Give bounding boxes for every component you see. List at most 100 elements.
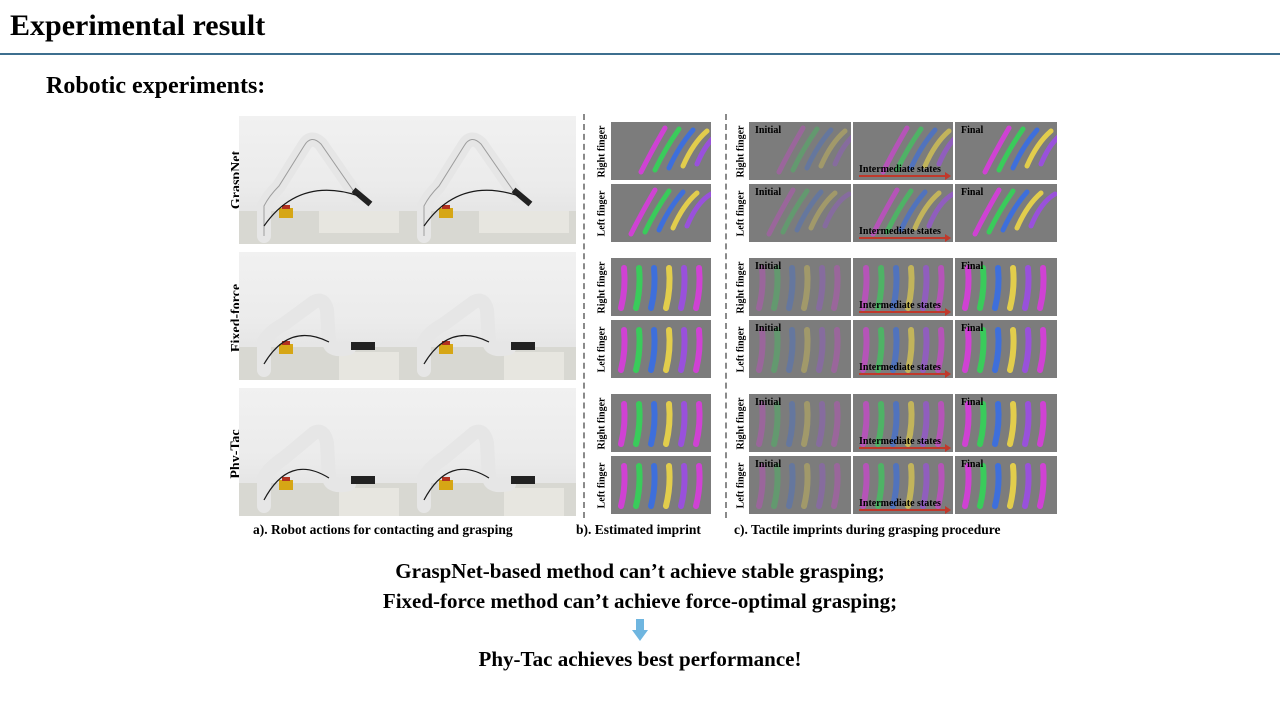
imprint-stripe bbox=[786, 265, 796, 311]
imprint-stripe bbox=[962, 401, 972, 447]
imprint-stripe bbox=[935, 265, 945, 311]
imprint-stripe bbox=[693, 401, 703, 447]
imprint-stripe bbox=[618, 327, 628, 373]
imprint-stripe bbox=[935, 463, 945, 509]
imprint-stripe bbox=[926, 191, 953, 229]
tile-label-final: Final bbox=[961, 187, 984, 198]
tile-label-final: Final bbox=[961, 397, 984, 408]
imprint-stripe bbox=[884, 188, 914, 235]
tactile-imprint-tile: Initial bbox=[749, 394, 851, 452]
imprint-stripe bbox=[786, 401, 796, 447]
imprint-stripe bbox=[648, 327, 658, 373]
imprint-stripe bbox=[977, 401, 987, 447]
imprint-stripe bbox=[618, 463, 628, 509]
imprint-stripe bbox=[831, 265, 841, 311]
imprint-stripe bbox=[804, 127, 834, 171]
imprint-stripe bbox=[912, 190, 942, 231]
imprint-stripe bbox=[801, 265, 811, 311]
finger-label-right: Right finger bbox=[596, 125, 608, 177]
imprint-stripes bbox=[756, 265, 841, 311]
tactile-imprint-tile: Intermediate states bbox=[853, 184, 953, 242]
imprint-stripe bbox=[648, 463, 658, 509]
imprint-stripes bbox=[638, 125, 711, 175]
caption-c: c). Tactile imprints during grasping pro… bbox=[734, 522, 1001, 537]
imprint-stripes bbox=[962, 327, 1047, 373]
intermediate-arrow-icon bbox=[859, 506, 951, 514]
tactile-imprint-tile: Final bbox=[955, 122, 1057, 180]
imprint-stripe bbox=[935, 401, 945, 447]
tile-label-intermediate: Intermediate states bbox=[859, 498, 941, 509]
imprint-stripe bbox=[766, 187, 796, 237]
imprint-stripe bbox=[794, 189, 824, 233]
imprint-stripe bbox=[652, 126, 682, 173]
imprint-stripe bbox=[875, 327, 885, 373]
tactile-imprint-tile bbox=[611, 456, 711, 514]
finger-label-left: Left finger bbox=[735, 190, 747, 236]
tactile-imprint-tile bbox=[611, 394, 711, 452]
imprint-stripe bbox=[890, 265, 900, 311]
imprint-stripe bbox=[860, 401, 870, 447]
tactile-imprint-tile bbox=[611, 258, 711, 316]
imprint-stripe bbox=[786, 463, 796, 509]
imprint-stripe bbox=[860, 463, 870, 509]
imprint-stripe bbox=[880, 125, 910, 175]
down-arrow-icon bbox=[632, 619, 648, 641]
tactile-imprint-tile: Initial bbox=[749, 184, 851, 242]
imprint-stripe bbox=[648, 401, 658, 447]
robot-photo-graspnet bbox=[239, 116, 576, 244]
imprint-stripe bbox=[1038, 134, 1057, 167]
imprint-stripe bbox=[890, 463, 900, 509]
separator-a-b bbox=[583, 114, 585, 518]
imprint-stripe bbox=[905, 327, 915, 373]
imprint-stripe bbox=[890, 327, 900, 373]
imprint-stripes bbox=[756, 463, 841, 509]
imprint-stripe bbox=[1022, 401, 1032, 447]
tactile-imprint-tile: Intermediate states bbox=[853, 456, 953, 514]
imprint-stripe bbox=[920, 327, 930, 373]
imprint-stripe bbox=[977, 327, 987, 373]
intermediate-arrow-icon bbox=[859, 308, 951, 316]
imprint-stripe bbox=[831, 401, 841, 447]
imprint-stripe bbox=[663, 327, 673, 373]
imprint-stripes bbox=[860, 463, 945, 509]
imprint-stripe bbox=[666, 127, 696, 171]
intermediate-arrow-icon bbox=[859, 172, 951, 180]
tile-label-initial: Initial bbox=[755, 125, 782, 136]
imprint-stripe bbox=[894, 126, 924, 173]
intermediate-arrow-icon bbox=[859, 234, 951, 242]
tactile-imprint-tile: Final bbox=[955, 258, 1057, 316]
finger-label-right: Right finger bbox=[735, 125, 747, 177]
tactile-imprint-tile: Initial bbox=[749, 258, 851, 316]
imprint-stripe bbox=[822, 191, 851, 229]
experiment-figure: GraspNet Fixed-force Phy-Tac bbox=[229, 114, 1062, 537]
imprint-stripe bbox=[935, 327, 945, 373]
imprint-stripe bbox=[790, 126, 820, 173]
imprint-stripe bbox=[801, 401, 811, 447]
imprint-stripe bbox=[1022, 327, 1032, 373]
imprint-stripe bbox=[1037, 327, 1047, 373]
imprint-stripe bbox=[996, 126, 1026, 173]
imprint-stripe bbox=[618, 265, 628, 311]
imprint-stripe bbox=[693, 327, 703, 373]
finger-label-left: Left finger bbox=[735, 326, 747, 372]
imprint-stripes bbox=[756, 401, 841, 447]
imprint-stripe bbox=[905, 401, 915, 447]
tactile-imprint-tile: Final bbox=[955, 456, 1057, 514]
tile-label-intermediate: Intermediate states bbox=[859, 226, 941, 237]
imprint-stripe bbox=[771, 327, 781, 373]
imprint-stripes bbox=[982, 125, 1057, 175]
finger-label-right: Right finger bbox=[596, 397, 608, 449]
tile-label-initial: Initial bbox=[755, 459, 782, 470]
imprint-stripe bbox=[831, 327, 841, 373]
finger-label-right: Right finger bbox=[735, 261, 747, 313]
intermediate-arrow-icon bbox=[859, 444, 951, 452]
section-heading: Robotic experiments: bbox=[46, 73, 266, 99]
imprint-stripe bbox=[1022, 463, 1032, 509]
imprint-stripe bbox=[663, 463, 673, 509]
caption-b: b). Estimated imprint bbox=[576, 522, 701, 537]
imprint-stripe bbox=[618, 401, 628, 447]
imprint-stripe bbox=[832, 134, 851, 167]
imprint-stripes bbox=[618, 463, 703, 509]
caption-a: a). Robot actions for contacting and gra… bbox=[253, 522, 513, 537]
tile-label-initial: Initial bbox=[755, 187, 782, 198]
